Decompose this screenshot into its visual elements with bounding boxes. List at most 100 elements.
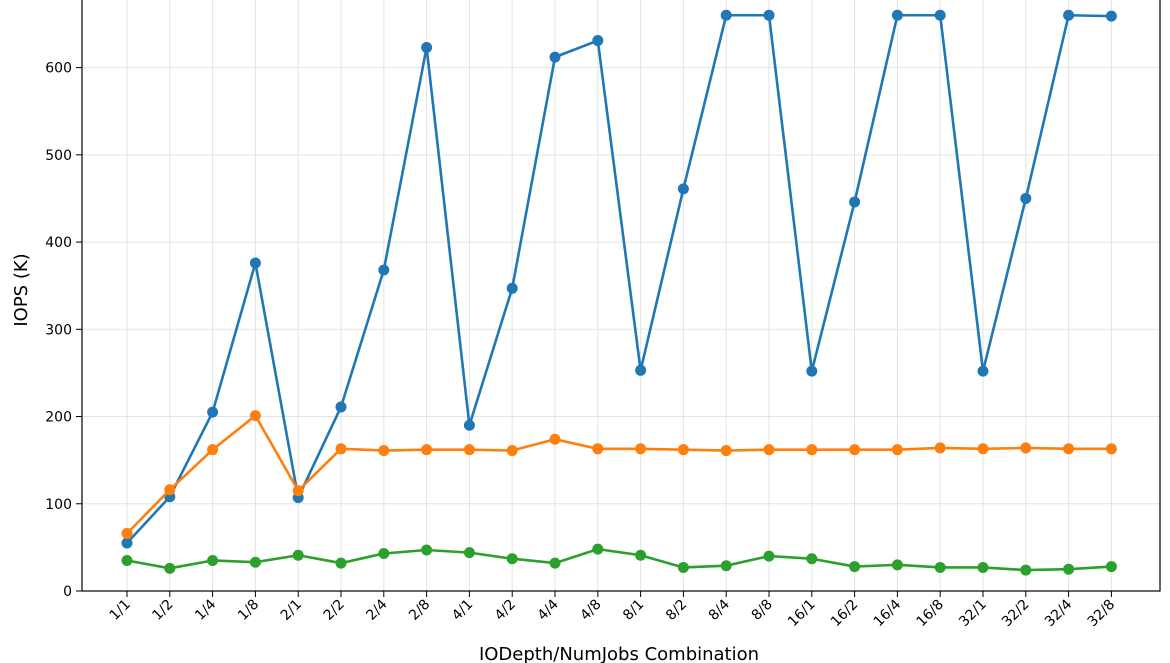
x-axis-title: IODepth/NumJobs Combination	[479, 644, 759, 663]
data-point	[806, 365, 818, 377]
data-point	[421, 42, 433, 54]
data-point	[934, 9, 946, 21]
data-point	[378, 547, 390, 559]
data-point	[1020, 192, 1032, 204]
x-tick-label: 4/4	[535, 596, 562, 623]
grid-lines	[82, 0, 1160, 592]
y-tick-label: 300	[45, 322, 72, 338]
data-point	[121, 537, 133, 549]
y-tick-label: 0	[63, 584, 72, 600]
data-point	[934, 442, 946, 454]
data-point	[506, 553, 518, 565]
x-tick-label: 8/8	[749, 597, 776, 624]
data-point	[592, 35, 604, 47]
x-tick-label: 1/4	[192, 596, 219, 623]
x-tick-label: 8/1	[620, 597, 647, 624]
data-point	[207, 554, 219, 566]
data-point	[506, 282, 518, 294]
data-point	[506, 445, 518, 457]
data-point	[378, 264, 390, 276]
data-point	[121, 527, 133, 539]
x-tick-label: 16/8	[913, 597, 947, 631]
y-axis-title: IOPS (K)	[11, 253, 32, 326]
x-tick-label: 1/1	[107, 597, 134, 624]
x-tick-label: 32/2	[999, 597, 1033, 631]
data-point	[421, 544, 433, 556]
data-point	[463, 444, 475, 456]
x-tick-label: 2/8	[406, 597, 433, 624]
x-tick-label: 2/4	[363, 596, 390, 623]
x-tick-label: 16/1	[785, 597, 819, 631]
data-point	[677, 444, 689, 456]
series-line	[126, 414, 1112, 535]
data-point	[1063, 443, 1075, 455]
x-tick-label: 8/4	[706, 596, 733, 623]
data-point	[720, 560, 732, 572]
series-lines	[121, 9, 1117, 576]
y-tick-label: 200	[45, 410, 72, 426]
x-tick-label: 4/2	[492, 597, 519, 624]
data-point	[934, 561, 946, 573]
x-tick-label: 8/2	[663, 597, 690, 624]
y-axis-ticks: 0 100 200 300 400 500 600	[45, 61, 82, 600]
data-point	[977, 443, 989, 455]
data-point	[635, 443, 647, 455]
data-point	[891, 9, 903, 21]
series-1	[121, 9, 1117, 549]
data-point	[549, 433, 561, 445]
data-point	[421, 444, 433, 456]
x-tick-label: 4/1	[449, 597, 476, 624]
x-tick-label: 16/4	[871, 596, 905, 630]
data-point	[977, 365, 989, 377]
data-point	[1020, 564, 1032, 576]
x-tick-label: 2/1	[278, 597, 305, 624]
data-point	[1105, 10, 1117, 22]
data-point	[1105, 561, 1117, 573]
data-point	[335, 443, 347, 455]
data-point	[1020, 442, 1032, 454]
x-tick-label: 16/2	[828, 597, 862, 631]
data-point	[720, 9, 732, 21]
data-point	[207, 444, 219, 456]
data-point	[635, 364, 647, 376]
data-point	[335, 401, 347, 413]
data-point	[677, 183, 689, 195]
data-point	[249, 410, 261, 422]
data-point	[763, 444, 775, 456]
data-point	[378, 445, 390, 457]
x-axis-ticks: 1/1 1/2 1/4 1/8 2/1 2/2 2/4 2/8 4/1 4/2 4/4 4/8 8/1 8…	[107, 591, 1119, 631]
y-tick-label: 400	[45, 235, 72, 251]
data-point	[207, 406, 219, 418]
data-point	[292, 549, 304, 561]
data-point	[549, 557, 561, 569]
data-point	[164, 484, 176, 496]
data-point	[121, 554, 133, 566]
data-point	[977, 561, 989, 573]
series-3	[121, 543, 1117, 576]
series-2	[121, 410, 1117, 539]
y-tick-label: 600	[45, 61, 72, 77]
x-tick-label: 32/8	[1085, 597, 1119, 631]
data-point	[463, 547, 475, 559]
plot-frame	[81, 0, 1161, 592]
data-point	[763, 9, 775, 21]
data-point	[849, 444, 861, 456]
data-point	[164, 562, 176, 574]
data-point	[463, 419, 475, 431]
x-tick-label: 32/1	[956, 597, 990, 631]
data-point	[592, 543, 604, 555]
data-point	[635, 549, 647, 561]
x-tick-label: 4/8	[577, 597, 604, 624]
x-tick-label: 1/8	[235, 597, 262, 624]
x-tick-label: 32/4	[1042, 596, 1076, 630]
data-point	[335, 557, 347, 569]
data-point	[849, 561, 861, 573]
data-point	[592, 443, 604, 455]
y-tick-label: 500	[45, 148, 72, 164]
data-point	[549, 51, 561, 63]
data-point	[763, 550, 775, 562]
series-line	[126, 547, 1112, 572]
data-point	[1105, 443, 1117, 455]
axes	[81, 0, 1161, 592]
